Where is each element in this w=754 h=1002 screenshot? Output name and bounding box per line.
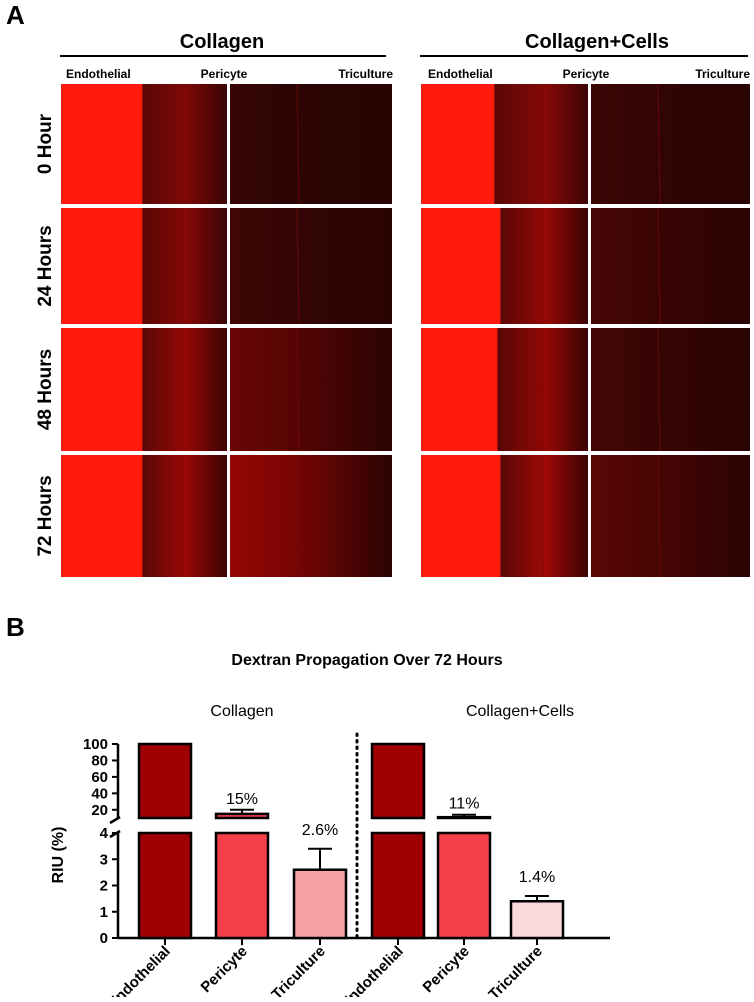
zone-label-collagen-endothelial: Endothelial	[66, 67, 131, 81]
y-tick-label: 3	[100, 851, 108, 868]
x-tick-label: Endothelial	[338, 943, 407, 997]
channel-streak	[540, 83, 544, 205]
micrograph-tile-right-1-0	[591, 84, 750, 204]
x-tick-label: Endothelial	[105, 943, 174, 997]
panel-a-label: A	[6, 0, 25, 30]
micrograph-tile-right-0-0	[230, 84, 392, 204]
y-axis-label: RIU (%)	[50, 827, 67, 884]
y-tick-label: 100	[83, 736, 108, 753]
micrograph-tile-right-0-2	[230, 328, 392, 451]
timepoint-label: 72 Hours	[35, 475, 56, 556]
channel-streak	[657, 327, 661, 452]
zone-label-cells-pericyte: Pericyte	[563, 67, 610, 81]
micrograph-tile-right-1-2	[591, 328, 750, 451]
bar-1-pericyte-lower	[436, 831, 492, 940]
group-title-collagen-cells: Collagen+Cells	[525, 31, 669, 53]
micrograph-tile-left-1-3	[421, 455, 588, 577]
channel-streak	[180, 83, 184, 205]
channel-streak	[296, 207, 300, 325]
value-label: 11%	[449, 796, 480, 813]
micrograph-tile-right-0-3	[230, 455, 392, 577]
value-label: 2.6%	[302, 822, 338, 839]
bar-1-triculture	[509, 900, 565, 940]
x-tick-label: Pericyte	[420, 943, 473, 996]
channel-streak	[180, 327, 184, 452]
micrograph-tile-left-0-0	[61, 84, 227, 204]
zone-label-collagen-pericyte: Pericyte	[201, 67, 248, 81]
bar-0-triculture	[292, 868, 348, 940]
value-label: 1.4%	[519, 869, 555, 886]
timepoint-label: 0 Hour	[35, 113, 56, 174]
chart-group-collagen: Collagen	[210, 703, 273, 720]
chart-group-collagen-cells: Collagen+Cells	[466, 703, 574, 720]
micrograph-grid	[61, 83, 750, 578]
channel-streak	[540, 327, 544, 452]
channel-streak	[657, 207, 661, 325]
chart-title: Dextran Propagation Over 72 Hours	[231, 652, 502, 669]
micrograph-tile-right-1-3	[591, 455, 750, 577]
bar-1-endothelial-upper	[370, 742, 426, 820]
y-tick-label: 2	[100, 878, 108, 895]
timepoint-labels: 0 Hour 24 Hours 48 Hours 72 Hours	[35, 113, 56, 556]
micrograph-tile-left-0-3	[61, 455, 227, 577]
channel-streak	[540, 207, 544, 325]
micrograph-tile-left-0-2	[61, 328, 227, 451]
micrograph-tile-right-0-1	[230, 208, 392, 324]
x-tick-label: Pericyte	[198, 943, 251, 996]
channel-streak	[296, 83, 300, 205]
bar-0-pericyte-lower	[214, 831, 270, 940]
channel-streak	[296, 454, 300, 578]
zone-label-cells-endothelial: Endothelial	[428, 67, 493, 81]
zone-label-collagen-triculture: Triculture	[338, 67, 393, 81]
y-tick-label: 80	[91, 752, 108, 769]
channel-streak	[180, 454, 184, 578]
channel-streak	[657, 83, 661, 205]
micrograph-tile-right-1-1	[591, 208, 750, 324]
bar-0-endothelial-upper	[137, 742, 193, 820]
group-title-collagen: Collagen	[180, 31, 264, 53]
timepoint-label: 24 Hours	[35, 225, 56, 306]
y-tick-label: 40	[91, 785, 108, 802]
x-tick-label: Triculture	[485, 943, 545, 997]
channel-streak	[657, 454, 661, 578]
y-tick-label: 0	[100, 930, 108, 947]
bar-1-endothelial-lower	[370, 831, 426, 940]
zone-label-cells-triculture: Triculture	[695, 67, 750, 81]
x-tick-label: Triculture	[268, 943, 328, 997]
channel-streak	[296, 327, 300, 452]
bar-0-endothelial-lower	[137, 831, 193, 940]
y-tick-label: 1	[100, 904, 108, 921]
micrograph-tile-left-0-1	[61, 208, 227, 324]
y-tick-label: 4	[100, 825, 109, 842]
axis-break-mark	[109, 815, 121, 825]
panel-b-label: B	[6, 612, 25, 642]
bar-1-pericyte-upper	[436, 815, 492, 820]
micrograph-tile-left-1-1	[421, 208, 588, 324]
timepoint-label: 48 Hours	[35, 349, 56, 430]
bar-0-pericyte-upper	[214, 812, 270, 820]
y-tick-label: 60	[91, 769, 108, 786]
y-tick-label: 20	[91, 802, 108, 819]
micrograph-tile-left-1-0	[421, 84, 588, 204]
channel-streak	[540, 454, 544, 578]
channel-streak	[180, 207, 184, 325]
value-label: 15%	[226, 791, 258, 808]
micrograph-tile-left-1-2	[421, 328, 588, 451]
